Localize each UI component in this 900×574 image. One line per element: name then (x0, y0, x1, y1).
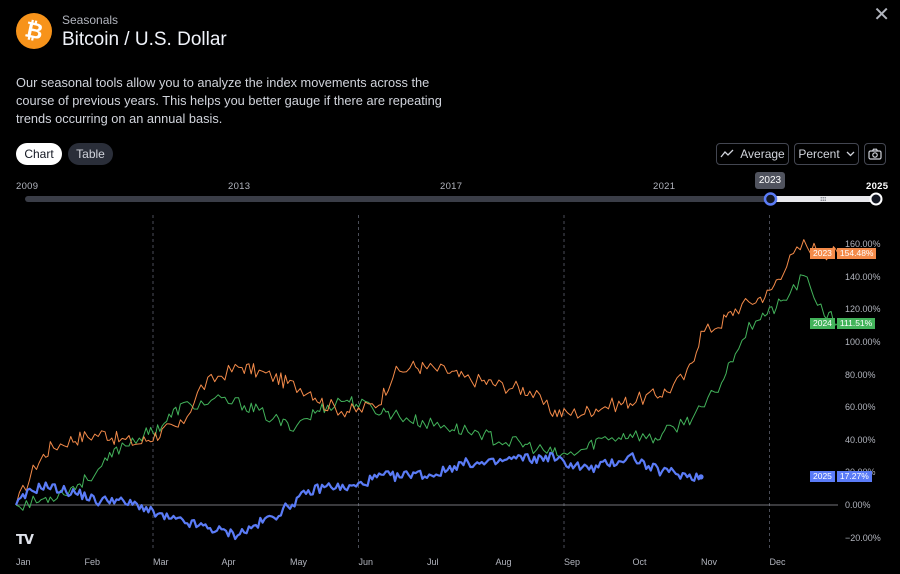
tag-value-2025: 17.27% (836, 471, 872, 482)
description: Our seasonal tools allow you to analyze … (16, 75, 442, 127)
series-tag-2023: 2023 154.48% (810, 248, 877, 259)
average-label: Average (740, 147, 785, 161)
y-tick-label: 40.00% (845, 434, 876, 445)
series-tag-2024: 2024 111.51% (810, 318, 876, 329)
tag-year-2023: 2023 (810, 248, 835, 259)
range-slider[interactable] (0, 190, 900, 210)
month-label-oct: Oct (632, 557, 647, 567)
slider-tooltip: 2023 (755, 172, 785, 189)
month-label-mar: Mar (153, 557, 169, 567)
month-label-nov: Nov (701, 557, 718, 567)
tag-year-2024: 2024 (810, 318, 835, 329)
series-line-2025 (14, 451, 702, 541)
slider-selected-range[interactable] (770, 196, 877, 202)
month-label-apr: Apr (221, 557, 236, 567)
trend-line-icon (720, 149, 734, 158)
y-tick-label: 60.00% (845, 402, 876, 413)
month-label-jan: Jan (16, 557, 31, 567)
month-label-jun: Jun (358, 557, 374, 567)
tag-value-2023: 154.48% (836, 248, 877, 259)
y-tick-label: −20.00% (845, 532, 881, 543)
month-label-dec: Dec (769, 557, 786, 567)
month-label-aug: Aug (495, 557, 512, 567)
close-icon[interactable]: ✕ (873, 4, 890, 26)
series-endpoint-2025 (698, 474, 704, 480)
tag-value-2024: 111.51% (836, 318, 876, 329)
screenshot-button[interactable] (864, 143, 886, 165)
y-tick-label: 120.00% (845, 304, 881, 315)
tab-chart[interactable]: Chart (16, 143, 62, 165)
month-gridlines (152, 215, 770, 550)
y-tick-label: 0.00% (845, 500, 871, 510)
series-tag-2025: 2025 17.27% (810, 471, 872, 482)
bitcoin-logo: ₿ (16, 13, 52, 49)
slider-track[interactable] (25, 196, 877, 202)
page-title: Bitcoin / U.S. Dollar (62, 29, 227, 50)
month-label-jul: Jul (427, 557, 439, 567)
y-tick-label: 160.00% (845, 239, 881, 250)
y-tick-label: 80.00% (845, 369, 876, 380)
seasonal-chart (14, 215, 839, 550)
tradingview-logo: TV (16, 533, 34, 548)
year-label-2025: 2025 (866, 181, 889, 192)
month-label-sep: Sep (564, 557, 581, 567)
y-tick-label: 100.00% (845, 337, 881, 347)
year-label-2021: 2021 (653, 181, 676, 192)
average-button[interactable]: Average (716, 143, 789, 165)
camera-icon (868, 148, 882, 160)
tab-table[interactable]: Table (68, 143, 113, 165)
month-label-feb: Feb (84, 557, 101, 567)
slider-end-handle[interactable] (869, 192, 883, 206)
page-subtitle: Seasonals (62, 13, 119, 27)
percent-dropdown[interactable]: Percent (794, 143, 859, 165)
slider-start-handle[interactable] (763, 192, 778, 206)
y-tick-label: 140.00% (845, 271, 881, 282)
year-label-2017: 2017 (440, 181, 463, 192)
year-label-2009: 2009 (16, 181, 39, 192)
tag-year-2025: 2025 (810, 471, 835, 482)
percent-label: Percent (798, 147, 840, 161)
bitcoin-icon: ₿ (22, 17, 46, 46)
month-label-may: May (290, 557, 308, 567)
series-line-2024 (15, 274, 839, 511)
series-line-2023 (15, 239, 839, 506)
year-label-2013: 2013 (228, 181, 251, 192)
chevron-down-icon (846, 151, 855, 157)
slider-grip-icon[interactable] (820, 197, 826, 201)
